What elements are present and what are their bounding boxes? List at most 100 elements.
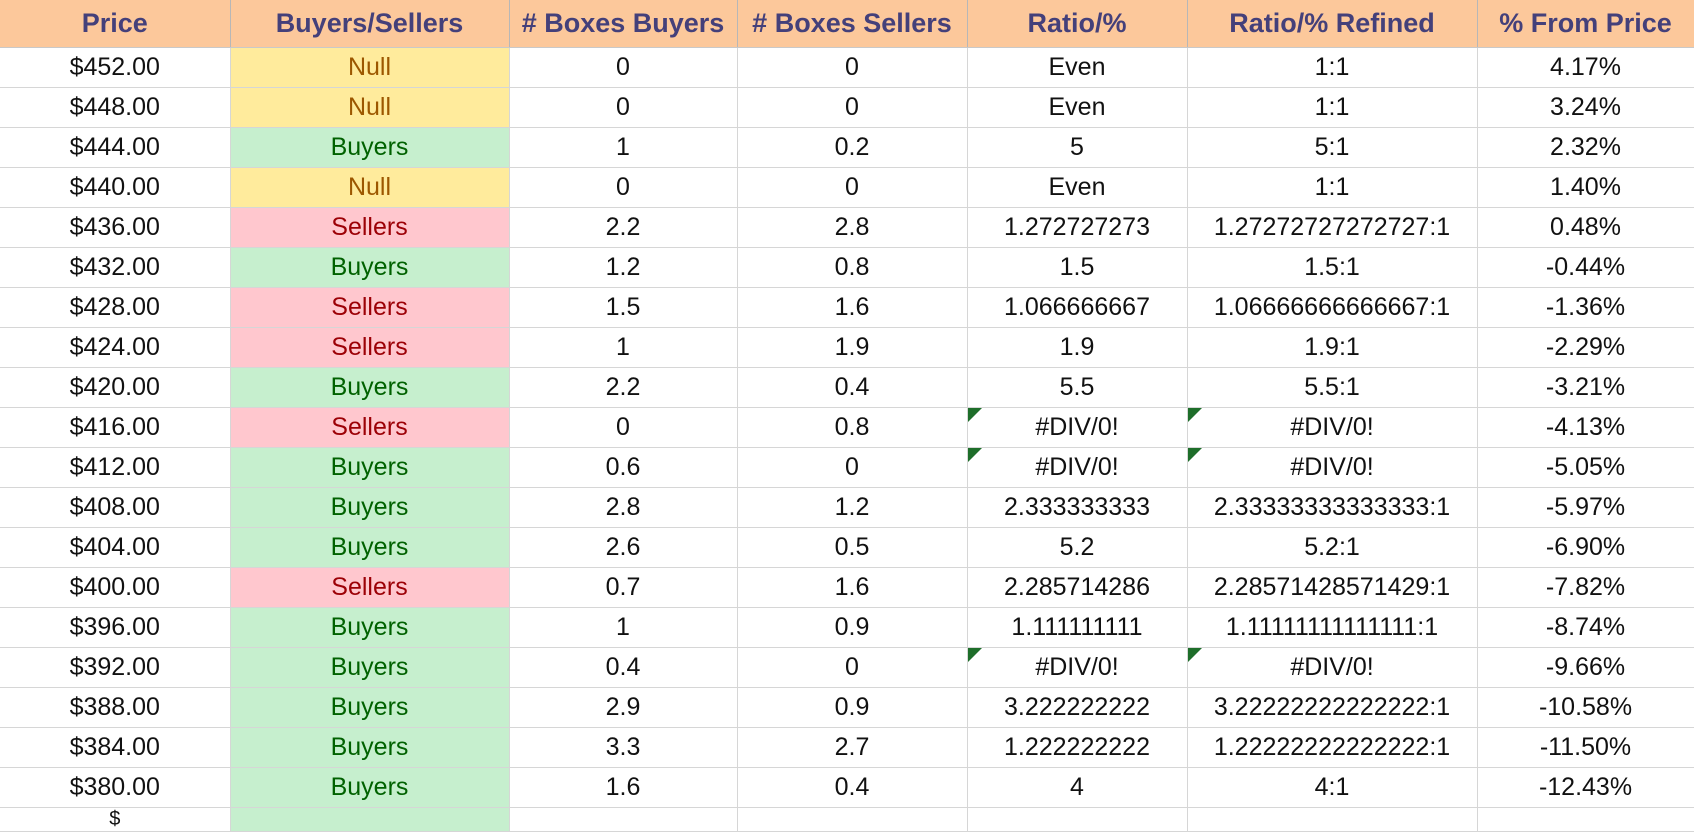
- buyers-sellers-cell[interactable]: Buyers: [230, 607, 510, 648]
- price-cell[interactable]: $396.00: [0, 607, 231, 648]
- price-cell[interactable]: $388.00: [0, 687, 231, 728]
- boxes-sellers-cell[interactable]: 1.6: [737, 567, 968, 608]
- price-cell[interactable]: $436.00: [0, 207, 231, 248]
- from-price-cell[interactable]: -8.74%: [1477, 607, 1694, 648]
- boxes-buyers-cell[interactable]: 1: [509, 607, 738, 648]
- ratio-cell[interactable]: 2.333333333: [967, 487, 1188, 528]
- header-from-price[interactable]: % From Price: [1477, 0, 1694, 48]
- buyers-sellers-cell[interactable]: Sellers: [230, 407, 510, 448]
- header-ratio[interactable]: Ratio/%: [967, 0, 1188, 48]
- ratio-refined-cell[interactable]: 2.28571428571429:1: [1187, 567, 1478, 608]
- from-price-cell[interactable]: -3.21%: [1477, 367, 1694, 408]
- header-ratio-refined[interactable]: Ratio/% Refined: [1187, 0, 1478, 48]
- from-price-cell[interactable]: -1.36%: [1477, 287, 1694, 328]
- boxes-buyers-cell[interactable]: 1.5: [509, 287, 738, 328]
- ratio-refined-cell[interactable]: 1.11111111111111:1: [1187, 607, 1478, 648]
- boxes-sellers-cell[interactable]: 0.5: [737, 527, 968, 568]
- buyers-sellers-cell[interactable]: Sellers: [230, 287, 510, 328]
- boxes-sellers-cell[interactable]: 0.8: [737, 407, 968, 448]
- boxes-buyers-cell[interactable]: 2.6: [509, 527, 738, 568]
- boxes-sellers-cell[interactable]: 0: [737, 647, 968, 688]
- price-cell[interactable]: $: [0, 807, 231, 832]
- boxes-sellers-cell[interactable]: 0: [737, 87, 968, 128]
- boxes-sellers-cell[interactable]: 0: [737, 167, 968, 208]
- price-cell[interactable]: $432.00: [0, 247, 231, 288]
- buyers-sellers-cell[interactable]: Buyers: [230, 127, 510, 168]
- boxes-buyers-cell[interactable]: 2.8: [509, 487, 738, 528]
- boxes-buyers-cell[interactable]: 0: [509, 47, 738, 88]
- from-price-cell[interactable]: -6.90%: [1477, 527, 1694, 568]
- from-price-cell[interactable]: 2.32%: [1477, 127, 1694, 168]
- boxes-sellers-cell[interactable]: 0.9: [737, 607, 968, 648]
- ratio-cell[interactable]: 1.111111111: [967, 607, 1188, 648]
- header-price[interactable]: Price: [0, 0, 231, 48]
- ratio-refined-cell[interactable]: #DIV/0!: [1187, 647, 1478, 688]
- empty-cell[interactable]: [509, 807, 738, 832]
- empty-cell[interactable]: [1477, 807, 1694, 832]
- boxes-buyers-cell[interactable]: 2.9: [509, 687, 738, 728]
- empty-cell[interactable]: [1187, 807, 1478, 832]
- ratio-cell[interactable]: #DIV/0!: [967, 407, 1188, 448]
- empty-cell[interactable]: [967, 807, 1188, 832]
- boxes-buyers-cell[interactable]: 0: [509, 167, 738, 208]
- buyers-sellers-cell[interactable]: Buyers: [230, 647, 510, 688]
- price-cell[interactable]: $444.00: [0, 127, 231, 168]
- boxes-sellers-cell[interactable]: 0.4: [737, 767, 968, 808]
- from-price-cell[interactable]: -5.97%: [1477, 487, 1694, 528]
- price-cell[interactable]: $448.00: [0, 87, 231, 128]
- ratio-refined-cell[interactable]: 1.27272727272727:1: [1187, 207, 1478, 248]
- ratio-cell[interactable]: Even: [967, 87, 1188, 128]
- ratio-cell[interactable]: 1.222222222: [967, 727, 1188, 768]
- price-cell[interactable]: $440.00: [0, 167, 231, 208]
- ratio-refined-cell[interactable]: 4:1: [1187, 767, 1478, 808]
- ratio-refined-cell[interactable]: 1:1: [1187, 47, 1478, 88]
- ratio-refined-cell[interactable]: 1.5:1: [1187, 247, 1478, 288]
- buyers-sellers-cell[interactable]: Buyers: [230, 767, 510, 808]
- ratio-cell[interactable]: 2.285714286: [967, 567, 1188, 608]
- price-cell[interactable]: $400.00: [0, 567, 231, 608]
- buyers-sellers-cell[interactable]: Buyers: [230, 247, 510, 288]
- from-price-cell[interactable]: -5.05%: [1477, 447, 1694, 488]
- ratio-cell[interactable]: 3.222222222: [967, 687, 1188, 728]
- buyers-sellers-cell[interactable]: Sellers: [230, 327, 510, 368]
- from-price-cell[interactable]: -9.66%: [1477, 647, 1694, 688]
- from-price-cell[interactable]: -7.82%: [1477, 567, 1694, 608]
- price-cell[interactable]: $408.00: [0, 487, 231, 528]
- from-price-cell[interactable]: 0.48%: [1477, 207, 1694, 248]
- boxes-sellers-cell[interactable]: 1.6: [737, 287, 968, 328]
- boxes-buyers-cell[interactable]: 1.2: [509, 247, 738, 288]
- boxes-sellers-cell[interactable]: 0: [737, 447, 968, 488]
- price-cell[interactable]: $392.00: [0, 647, 231, 688]
- ratio-cell[interactable]: 1.9: [967, 327, 1188, 368]
- price-cell[interactable]: $384.00: [0, 727, 231, 768]
- buyers-sellers-cell[interactable]: Null: [230, 167, 510, 208]
- from-price-cell[interactable]: -4.13%: [1477, 407, 1694, 448]
- ratio-refined-cell[interactable]: 1.22222222222222:1: [1187, 727, 1478, 768]
- empty-cell[interactable]: [737, 807, 968, 832]
- buyers-sellers-cell[interactable]: Buyers: [230, 447, 510, 488]
- from-price-cell[interactable]: -0.44%: [1477, 247, 1694, 288]
- boxes-buyers-cell[interactable]: 0.6: [509, 447, 738, 488]
- ratio-cell[interactable]: 5.5: [967, 367, 1188, 408]
- from-price-cell[interactable]: 3.24%: [1477, 87, 1694, 128]
- buyers-sellers-cell[interactable]: Buyers: [230, 527, 510, 568]
- buyers-sellers-cell[interactable]: Buyers: [230, 727, 510, 768]
- ratio-refined-cell[interactable]: 3.22222222222222:1: [1187, 687, 1478, 728]
- price-cell[interactable]: $416.00: [0, 407, 231, 448]
- buyers-sellers-cell[interactable]: Buyers: [230, 367, 510, 408]
- buyers-sellers-cell[interactable]: Buyers: [230, 687, 510, 728]
- buyers-sellers-cell[interactable]: Buyers: [230, 487, 510, 528]
- price-cell[interactable]: $420.00: [0, 367, 231, 408]
- boxes-sellers-cell[interactable]: 0: [737, 47, 968, 88]
- buyers-sellers-cell[interactable]: Sellers: [230, 567, 510, 608]
- ratio-cell[interactable]: 1.272727273: [967, 207, 1188, 248]
- boxes-buyers-cell[interactable]: 3.3: [509, 727, 738, 768]
- boxes-buyers-cell[interactable]: 2.2: [509, 207, 738, 248]
- boxes-buyers-cell[interactable]: 2.2: [509, 367, 738, 408]
- ratio-cell[interactable]: 5.2: [967, 527, 1188, 568]
- boxes-sellers-cell[interactable]: 0.8: [737, 247, 968, 288]
- ratio-refined-cell[interactable]: 1.06666666666667:1: [1187, 287, 1478, 328]
- boxes-sellers-cell[interactable]: 1.9: [737, 327, 968, 368]
- boxes-sellers-cell[interactable]: 2.7: [737, 727, 968, 768]
- ratio-cell[interactable]: 1.5: [967, 247, 1188, 288]
